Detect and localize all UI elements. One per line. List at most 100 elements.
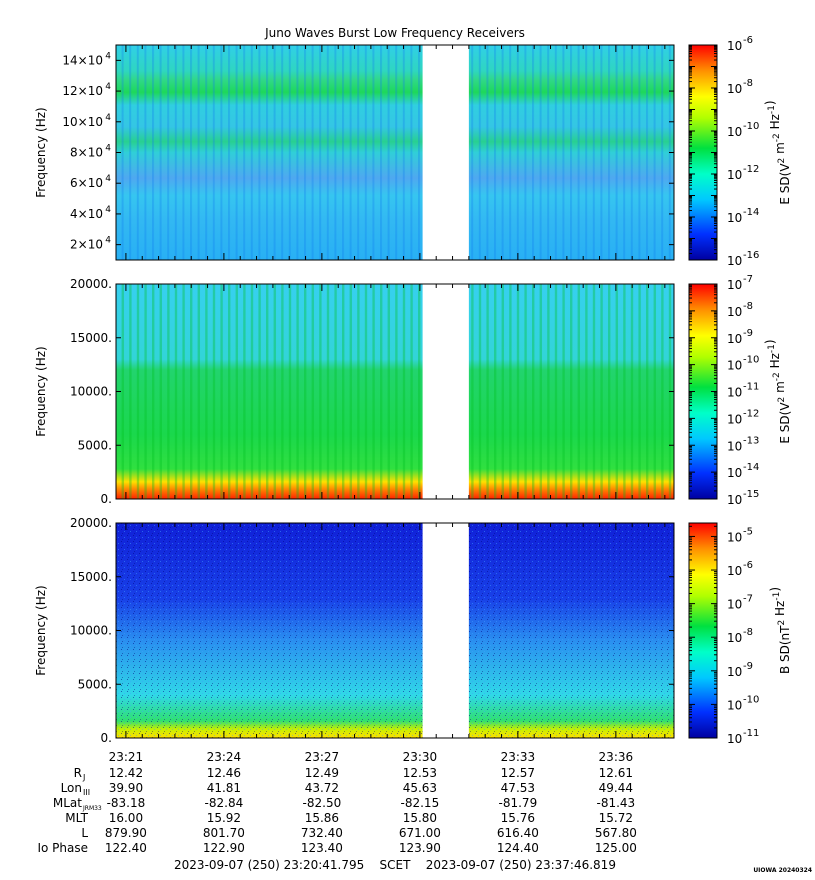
- ephemeris-label: L: [81, 826, 88, 840]
- ephemeris-value: -82.50: [303, 796, 342, 810]
- x-tick-label: 23:36: [599, 750, 634, 764]
- data-gap: [422, 284, 469, 499]
- colorbar-tick-label: 10: [727, 412, 742, 426]
- colorbar-tick-label: 10: [727, 332, 742, 346]
- colorbar-tick-exponent: -14: [743, 462, 759, 473]
- stamp-label: UIOWA 20240324: [753, 867, 812, 874]
- y-tick-exponent: 4: [105, 51, 111, 61]
- y-tick-label: 15000.: [70, 331, 112, 345]
- ephemeris-label: MLT: [65, 811, 88, 825]
- ephemeris-value: 122.90: [203, 841, 245, 855]
- colorbar-tick-label: 10: [727, 125, 742, 139]
- ephemeris-label: MLat: [53, 796, 82, 810]
- ephemeris-label: Lon: [61, 781, 82, 795]
- colorbar-tick-label: 10: [727, 698, 742, 712]
- ephemeris-value: 12.49: [305, 766, 339, 780]
- ephemeris-label-subscript: J: [82, 773, 85, 782]
- colorbar-tick-label: 10: [727, 439, 742, 453]
- ephemeris-label: R: [74, 766, 82, 780]
- y-tick-label: 10000.: [70, 385, 112, 399]
- figure-title: Juno Waves Burst Low Frequency Receivers: [264, 26, 525, 40]
- colorbar-tick-label: 10: [727, 732, 742, 746]
- colorbar-tick-label: 10: [727, 278, 742, 292]
- x-tick-label: 23:30: [403, 750, 438, 764]
- y-tick-exponent: 4: [105, 236, 111, 246]
- y-tick-label: 10×10: [62, 115, 103, 129]
- y-tick-label: 5000.: [78, 438, 112, 452]
- colorbar-tick-exponent: -8: [743, 78, 753, 89]
- ephemeris-value: 616.40: [497, 826, 539, 840]
- data-gap: [422, 45, 469, 260]
- ephemeris-value: 671.00: [399, 826, 441, 840]
- ephemeris-value: 39.90: [109, 781, 143, 795]
- colorbar-tick-label: 10: [727, 168, 742, 182]
- spectrogram-texture: [116, 45, 674, 260]
- ephemeris-label: Io Phase: [37, 841, 88, 855]
- ephemeris-value: 879.90: [105, 826, 147, 840]
- panel-1: 2×10 44×10 46×10 48×10 410×10 412×10 414×10 4Fr…: [34, 35, 792, 268]
- colorbar-tick-label: 10: [727, 665, 742, 679]
- ephemeris-value: 47.53: [501, 781, 535, 795]
- x-tick-label: 23:24: [207, 750, 242, 764]
- ephemeris-value: 12.53: [403, 766, 437, 780]
- colorbar-tick-exponent: -8: [743, 301, 753, 312]
- colorbar-tick-exponent: -8: [743, 627, 753, 638]
- colorbar-tick-exponent: -15: [743, 489, 759, 500]
- y-tick-exponent: 4: [105, 174, 111, 184]
- y-tick-exponent: 4: [105, 144, 111, 154]
- ephemeris-value: 123.90: [399, 841, 441, 855]
- colorbar-tick-exponent: -6: [743, 560, 753, 571]
- y-tick-label: 10000.: [70, 624, 112, 638]
- y-axis-label: Frequency (Hz): [34, 346, 48, 437]
- ephemeris-value: -82.15: [401, 796, 440, 810]
- y-tick-exponent: 4: [105, 82, 111, 92]
- ephemeris-value: 801.70: [203, 826, 245, 840]
- ephemeris-value: 41.81: [207, 781, 241, 795]
- colorbar-tick-label: 10: [727, 254, 742, 268]
- y-axis-label: Frequency (Hz): [34, 107, 48, 198]
- ephemeris-value: 123.40: [301, 841, 343, 855]
- colorbar-tick-exponent: -6: [743, 35, 753, 46]
- y-tick-label: 8×10: [70, 146, 103, 160]
- colorbar-tick-label: 10: [727, 386, 742, 400]
- ephemeris-value: 12.42: [109, 766, 143, 780]
- ephemeris-value: 15.72: [599, 811, 633, 825]
- colorbar-tick-exponent: -12: [743, 408, 759, 419]
- ephemeris-value: -83.18: [107, 796, 146, 810]
- ephemeris-value: 45.63: [403, 781, 437, 795]
- y-tick-label: 12×10: [62, 84, 103, 98]
- colorbar-tick-label: 10: [727, 211, 742, 225]
- colorbar-tick-label: 10: [727, 564, 742, 578]
- colorbar-tick-label: 10: [727, 359, 742, 373]
- colorbar-label: E SD(V2 m-2 Hz-1): [763, 339, 792, 443]
- colorbar-tick-exponent: -10: [743, 355, 759, 366]
- x-tick-label: 23:21: [109, 750, 144, 764]
- colorbar-tick-exponent: -7: [743, 594, 753, 605]
- colorbar-tick-label: 10: [727, 39, 742, 53]
- ephemeris-value: -82.84: [205, 796, 244, 810]
- ephemeris-table: R J 12.42 12.46 12.49 12.53 12.57 12.61 Lon III 39…: [37, 766, 636, 855]
- ephemeris-value: 567.80: [595, 826, 637, 840]
- x-tick-label: 23:27: [305, 750, 340, 764]
- colorbar-tick-exponent: -9: [743, 661, 753, 672]
- y-tick-exponent: 4: [105, 205, 111, 215]
- ephemeris-value: -81.79: [499, 796, 538, 810]
- colorbar-tick-exponent: -9: [743, 328, 753, 339]
- ephemeris-value: 16.00: [109, 811, 143, 825]
- ephemeris-value: 124.40: [497, 841, 539, 855]
- colorbar-tick-exponent: -10: [743, 121, 759, 132]
- panel-3: 0. 5000. 10000. 15000. 20000. Frequency (Hz) 1…: [34, 516, 792, 746]
- colorbar-label: E SD(V2 m-2 Hz-1): [763, 100, 792, 204]
- colorbar: [688, 522, 718, 739]
- panels: 2×10 44×10 46×10 48×10 410×10 412×10 414×10 4Fr…: [34, 35, 792, 746]
- ephemeris-value: 15.92: [207, 811, 241, 825]
- colorbar-tick-label: 10: [727, 598, 742, 612]
- y-tick-label: 5000.: [78, 677, 112, 691]
- ephemeris-value: 15.86: [305, 811, 339, 825]
- colorbar-tick-label: 10: [727, 466, 742, 480]
- panel-2: 0. 5000. 10000. 15000. 20000. Frequency (Hz) 1…: [34, 274, 792, 507]
- ephemeris-value: 12.61: [599, 766, 633, 780]
- time-axis: 23:21 23:24 23:27 23:30 23:33 23:36: [109, 45, 666, 764]
- ephemeris-value: 15.80: [403, 811, 437, 825]
